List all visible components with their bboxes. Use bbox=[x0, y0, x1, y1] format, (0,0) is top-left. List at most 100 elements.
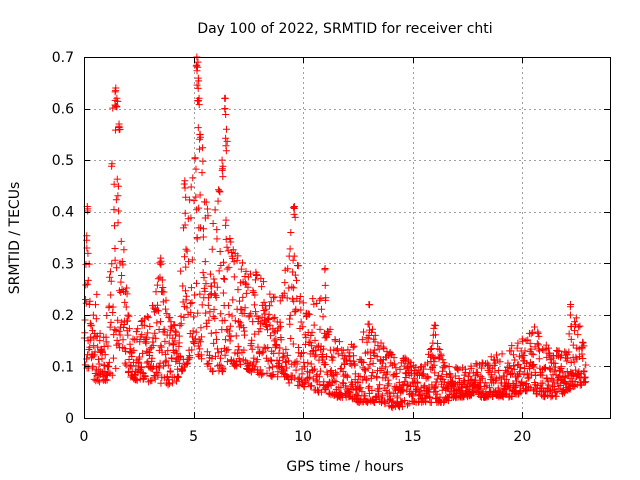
data-point bbox=[297, 318, 305, 326]
data-point bbox=[516, 368, 524, 376]
data-point bbox=[197, 338, 205, 346]
data-point bbox=[185, 355, 193, 363]
data-point bbox=[242, 280, 250, 288]
data-point bbox=[399, 387, 407, 395]
data-point bbox=[284, 265, 292, 273]
data-point bbox=[103, 311, 111, 319]
data-point bbox=[202, 280, 210, 288]
data-point bbox=[349, 395, 357, 403]
data-point bbox=[299, 349, 307, 357]
data-point bbox=[316, 381, 324, 389]
data-point bbox=[204, 301, 212, 309]
data-point bbox=[164, 373, 172, 381]
data-point bbox=[571, 327, 579, 335]
data-point bbox=[206, 291, 214, 299]
data-point bbox=[216, 188, 224, 196]
data-point bbox=[392, 369, 400, 377]
data-point bbox=[122, 347, 130, 355]
data-point bbox=[160, 362, 168, 370]
data-point bbox=[92, 315, 100, 323]
data-point bbox=[162, 296, 170, 304]
data-point bbox=[164, 381, 172, 389]
data-point bbox=[183, 304, 191, 312]
data-point bbox=[292, 366, 300, 374]
data-point bbox=[382, 363, 390, 371]
data-point bbox=[315, 373, 323, 381]
data-point bbox=[110, 180, 118, 188]
data-point bbox=[196, 345, 204, 353]
data-point bbox=[507, 347, 515, 355]
data-point bbox=[478, 364, 486, 372]
data-point bbox=[277, 336, 285, 344]
data-point bbox=[288, 283, 296, 291]
data-point bbox=[177, 320, 185, 328]
data-point bbox=[240, 346, 248, 354]
data-point bbox=[572, 353, 580, 361]
data-point bbox=[580, 367, 588, 375]
data-point bbox=[85, 260, 93, 268]
data-point bbox=[453, 365, 461, 373]
data-point bbox=[369, 368, 377, 376]
data-point bbox=[234, 343, 242, 351]
data-point bbox=[395, 402, 403, 410]
data-point bbox=[235, 323, 243, 331]
data-point bbox=[190, 313, 198, 321]
data-point bbox=[227, 332, 235, 340]
data-point bbox=[90, 375, 98, 383]
data-point bbox=[193, 81, 201, 89]
data-point bbox=[96, 337, 104, 345]
data-point bbox=[293, 360, 301, 368]
data-point bbox=[439, 356, 447, 364]
data-point bbox=[114, 316, 122, 324]
data-point bbox=[361, 392, 369, 400]
data-point bbox=[227, 238, 235, 246]
data-point bbox=[420, 370, 428, 378]
data-point bbox=[319, 313, 327, 321]
data-point bbox=[248, 345, 256, 353]
data-point bbox=[123, 290, 131, 298]
data-point bbox=[111, 244, 119, 252]
data-point bbox=[229, 254, 237, 262]
data-point bbox=[378, 392, 386, 400]
data-point bbox=[277, 323, 285, 331]
data-point bbox=[292, 305, 300, 313]
data-point bbox=[299, 323, 307, 331]
y-tick-label: 0 bbox=[65, 411, 74, 427]
data-point bbox=[222, 125, 230, 133]
data-point bbox=[211, 314, 219, 322]
data-point bbox=[426, 345, 434, 353]
data-point bbox=[190, 339, 198, 347]
data-point bbox=[464, 372, 472, 380]
data-point bbox=[162, 350, 170, 358]
data-point bbox=[138, 331, 146, 339]
data-point bbox=[384, 376, 392, 384]
data-point bbox=[121, 298, 129, 306]
data-point bbox=[437, 352, 445, 360]
data-point bbox=[350, 342, 358, 350]
data-point bbox=[258, 283, 266, 291]
data-point bbox=[199, 144, 207, 152]
data-point bbox=[187, 214, 195, 222]
data-point bbox=[194, 84, 202, 92]
data-point bbox=[114, 182, 122, 190]
data-point bbox=[300, 383, 308, 391]
data-point bbox=[226, 234, 234, 242]
data-point bbox=[528, 350, 536, 358]
data-point bbox=[115, 207, 123, 215]
data-point bbox=[183, 360, 191, 368]
data-point bbox=[309, 367, 317, 375]
data-point bbox=[110, 331, 118, 339]
data-point bbox=[210, 275, 218, 283]
data-point bbox=[223, 137, 231, 145]
data-point bbox=[124, 317, 132, 325]
data-point bbox=[186, 354, 194, 362]
data-point bbox=[130, 346, 138, 354]
data-point bbox=[211, 290, 219, 298]
data-point bbox=[218, 347, 226, 355]
data-point bbox=[194, 74, 202, 82]
data-point bbox=[242, 267, 250, 275]
data-point bbox=[214, 349, 222, 357]
data-point bbox=[425, 385, 433, 393]
data-point bbox=[385, 388, 393, 396]
data-point bbox=[337, 364, 345, 372]
